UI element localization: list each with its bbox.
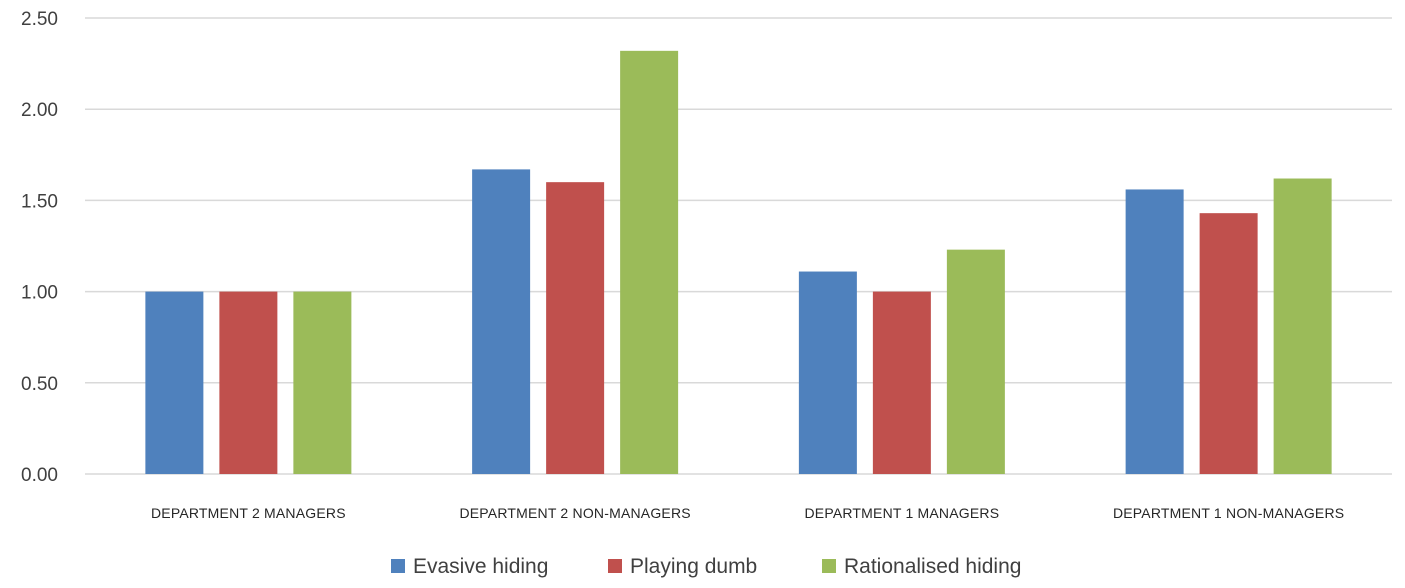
x-category-label: DEPARTMENT 1 NON-MANAGERS xyxy=(1113,505,1344,521)
x-category-label: DEPARTMENT 2 NON-MANAGERS xyxy=(459,505,690,521)
legend-swatch xyxy=(608,559,622,573)
x-category-label: DEPARTMENT 1 MANAGERS xyxy=(804,505,999,521)
bar-playing-dumb xyxy=(1199,213,1258,474)
bar-evasive-hiding xyxy=(472,169,531,474)
legend-label: Evasive hiding xyxy=(413,555,548,578)
bar-evasive-hiding xyxy=(145,291,204,474)
y-tick-label: 1.00 xyxy=(21,283,58,304)
bar-rationalised-hiding xyxy=(293,291,352,474)
x-axis-category-labels: DEPARTMENT 2 MANAGERS DEPARTMENT 2 NON-MA… xyxy=(151,505,1344,521)
legend-swatch xyxy=(391,559,405,573)
y-tick-label: 1.50 xyxy=(21,191,58,212)
bar-playing-dumb xyxy=(219,291,278,474)
bar-rationalised-hiding xyxy=(946,249,1005,474)
legend-label: Playing dumb xyxy=(630,555,757,578)
bar-evasive-hiding xyxy=(1125,189,1184,474)
y-tick-label: 2.50 xyxy=(21,9,58,30)
y-axis-tick-labels: 0.00 0.50 1.00 1.50 2.00 2.50 xyxy=(21,9,58,486)
legend-label: Rationalised hiding xyxy=(844,555,1021,578)
y-tick-label: 0.50 xyxy=(21,374,58,395)
bar-rationalised-hiding xyxy=(620,50,679,474)
bar-rationalised-hiding xyxy=(1273,178,1332,474)
bar-playing-dumb xyxy=(872,291,931,474)
gridlines xyxy=(85,17,1392,475)
legend: Evasive hiding Playing dumb Rationalised h… xyxy=(391,555,1021,578)
y-tick-label: 0.00 xyxy=(21,465,58,486)
legend-swatch xyxy=(822,559,836,573)
bars xyxy=(145,50,1332,474)
bar-evasive-hiding xyxy=(798,271,857,474)
y-tick-label: 2.00 xyxy=(21,100,58,121)
x-category-label: DEPARTMENT 2 MANAGERS xyxy=(151,505,346,521)
bar-playing-dumb xyxy=(546,182,605,474)
